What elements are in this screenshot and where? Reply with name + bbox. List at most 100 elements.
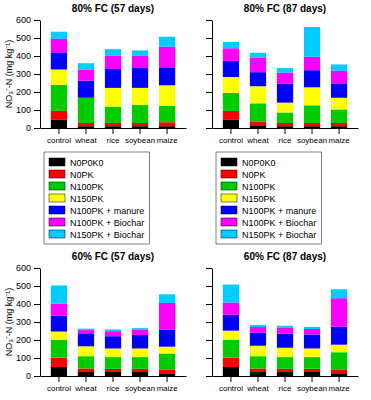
bar-segment [105, 348, 121, 357]
bar-series [223, 285, 347, 329]
x-tick: soybean [125, 376, 155, 393]
bar-segment [78, 98, 94, 123]
y-tick [206, 74, 212, 75]
bar-segment [159, 47, 175, 68]
bar-segment [51, 332, 67, 340]
bar-segment [159, 294, 175, 303]
bar-series [223, 111, 347, 126]
bar-segment [277, 369, 293, 372]
y-axis: 0100200300400500600 [16, 263, 41, 381]
subplot: 0100200300400500600controlwheatricesoybe… [4, 251, 187, 393]
x-tick: rice [107, 128, 120, 145]
legend-label: N100PK + manure [70, 206, 144, 216]
legend-swatch [221, 158, 237, 166]
tick-label: maize [328, 136, 350, 145]
bar-series [51, 85, 175, 123]
x-tick: maize [328, 128, 350, 145]
tick-label: soybean [297, 384, 327, 393]
bar-segment [132, 330, 148, 335]
tick-label: control [219, 136, 243, 145]
bar-segment [51, 111, 67, 120]
bar-segment [331, 373, 347, 376]
bar-segment [132, 88, 148, 105]
bar-segment [304, 57, 320, 71]
bar-segment [132, 123, 148, 126]
tick-mark [34, 376, 40, 377]
x-tick: maize [328, 376, 350, 393]
x-tick: wheat [246, 376, 269, 393]
legend-label: N100PK [70, 182, 104, 192]
y-axis [206, 269, 213, 377]
tick-label: maize [328, 384, 350, 393]
bar-segment [159, 106, 175, 122]
legend-item: N100PK + manure [221, 206, 316, 216]
bar-segment [331, 289, 347, 298]
legend-swatch [49, 158, 65, 166]
tick-label: wheat [246, 136, 269, 145]
bar-segment [105, 372, 121, 376]
bar-segment [304, 87, 320, 105]
bar-segment [132, 369, 148, 372]
legend-label: N100PK + manure [242, 206, 316, 216]
bar-segment [132, 357, 148, 369]
tick-label: 500 [16, 281, 31, 291]
bar-segment [277, 103, 293, 113]
bar-segment [159, 37, 175, 47]
tick-mark [206, 268, 212, 269]
tick-mark [167, 128, 168, 134]
x-tick: maize [156, 128, 178, 145]
subplot: controlwheatricesoybeanmaize60% FC (87 d… [206, 251, 359, 393]
tick-label: 400 [16, 299, 31, 309]
legend-swatch [221, 206, 237, 214]
x-tick: rice [107, 376, 120, 393]
bar-segment [132, 68, 148, 88]
y-tick: 100 [16, 353, 40, 363]
bar-segment [132, 50, 148, 55]
bar-segment [105, 55, 121, 69]
tick-mark [34, 304, 40, 305]
bar-segment [304, 105, 320, 123]
x-tick: rice [279, 376, 292, 393]
subplot: controlwheatricesoybeanmaize80% FC (87 d… [206, 3, 359, 145]
y-tick [206, 128, 212, 129]
bar-series [51, 39, 175, 81]
bar-segment [51, 52, 67, 69]
bar-segment [331, 345, 347, 353]
legend-frame [216, 152, 321, 244]
bar-segment [277, 113, 293, 123]
bar-segment [78, 70, 94, 81]
bar-segment [250, 125, 266, 128]
tick-mark [206, 74, 212, 75]
bar-segment [105, 69, 121, 88]
bar-segment [250, 86, 266, 103]
y-tick: 500 [16, 281, 40, 291]
tick-label: 600 [16, 263, 31, 273]
tick-label: control [47, 384, 71, 393]
tick-mark [34, 110, 40, 111]
legend-label: N0PK [242, 170, 266, 180]
y-tick [206, 358, 212, 359]
bar-segment [51, 303, 67, 315]
tick-mark [339, 376, 340, 382]
bar-series [51, 316, 175, 349]
bar-segment [78, 346, 94, 356]
tick-mark [113, 376, 114, 382]
bar-segment [105, 336, 121, 348]
legend-item: N0PK [49, 170, 94, 180]
tick-label: 200 [16, 87, 31, 97]
tick-label: wheat [74, 384, 97, 393]
bar-series [223, 48, 347, 83]
bar-segment [105, 331, 121, 336]
tick-mark [34, 92, 40, 93]
tick-mark [206, 304, 212, 305]
legend-item: N100PK [221, 182, 276, 192]
tick-mark [206, 92, 212, 93]
bar-segment [159, 122, 175, 126]
legend: N0P0K0N0PKN100PKN150PKN100PK + manureN10… [44, 152, 149, 244]
bar-series [51, 70, 175, 107]
bar-segment [250, 325, 266, 327]
bar-series [51, 332, 175, 358]
bar-segment [304, 27, 320, 57]
tick-label: 100 [16, 105, 31, 115]
bar-series [51, 285, 175, 331]
